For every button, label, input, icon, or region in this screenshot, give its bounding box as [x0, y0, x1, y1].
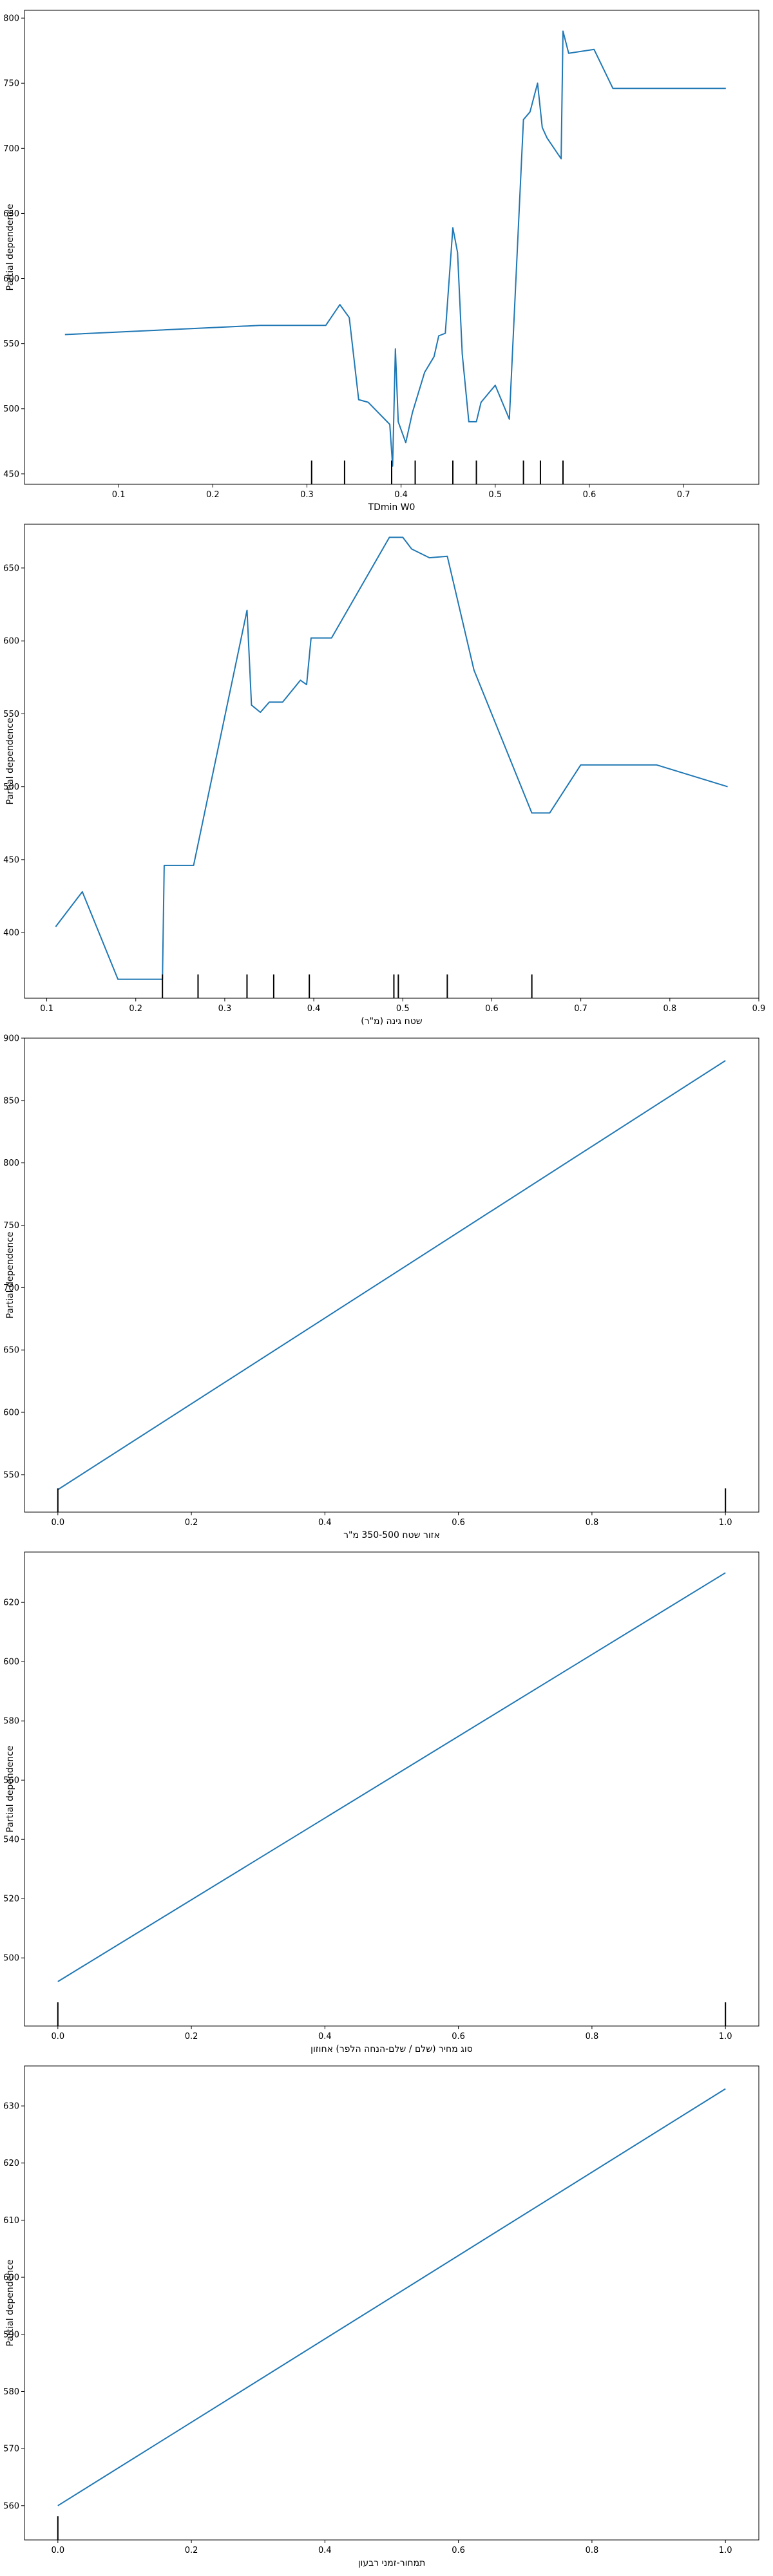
x-axis-label: אזור שטח 350-500 מ"ר: [343, 1530, 440, 1540]
y-tick-label: 580: [3, 1717, 19, 1727]
x-tick-label: 0.4: [318, 2546, 332, 2555]
x-tick-label: 0.6: [485, 1004, 499, 1014]
x-tick-label: 0.2: [129, 1004, 142, 1014]
y-tick-label: 590: [3, 2330, 19, 2340]
y-tick-label: 600: [3, 1408, 19, 1418]
pd-line: [57, 2088, 726, 2506]
x-tick-label: 0.9: [752, 1004, 766, 1014]
x-tick-label: 0.2: [206, 490, 220, 500]
x-tick-label: 0.1: [40, 1004, 53, 1014]
x-tick-label: 0.8: [586, 1518, 599, 1528]
y-tick-label: 700: [3, 1283, 19, 1293]
x-tick-label: 0.4: [307, 1004, 321, 1014]
pd-line: [57, 1572, 726, 1982]
x-tick-label: 0.3: [218, 1004, 232, 1014]
x-axis-label: תמחור-זמני רבעון: [358, 2558, 426, 2568]
chart-panel-3: 0.0 0.2 0.4 0.6 0.8 1.0 550 600 650 700 750 800 850 9…: [3, 1034, 759, 1540]
x-tick-label: 0.6: [452, 1518, 465, 1528]
x-axis-label: סוג מחיר (שלם / שלם-הנחה הלפר) אחוזון: [310, 2044, 473, 2054]
x-tick-label: 1.0: [719, 1518, 732, 1528]
y-tick-label: 500: [3, 1954, 19, 1964]
y-tick-label: 630: [3, 2102, 19, 2112]
x-tick-label: 1.0: [719, 2546, 732, 2555]
plot-frame: [24, 1551, 759, 2027]
x-tick-label: 0.4: [394, 490, 408, 500]
pd-line: [64, 30, 726, 467]
y-tick-label: 600: [3, 637, 19, 647]
x-tick-label: 0.2: [185, 2032, 198, 2041]
y-tick-label: 580: [3, 2387, 19, 2397]
x-tick-label: 0.0: [51, 2032, 64, 2041]
y-tick-label: 650: [3, 1346, 19, 1356]
x-tick-label: 0.6: [452, 2032, 465, 2041]
chart-panel-4: 0.0 0.2 0.4 0.6 0.8 1.0 500 520 540 560 580 600 620 ס…: [3, 1551, 759, 2054]
y-tick-label: 570: [3, 2445, 19, 2454]
x-tick-label: 0.2: [185, 1518, 198, 1528]
x-tick-label: 0.6: [583, 490, 596, 500]
pd-line: [55, 536, 728, 980]
y-tick-label: 650: [3, 564, 19, 573]
plot-frame: [24, 1037, 759, 1513]
y-tick-label: 600: [3, 274, 19, 284]
x-tick-label: 0.8: [586, 2032, 599, 2041]
y-axis-label: Partial dependence: [5, 204, 15, 290]
x-tick-label: 0.8: [663, 1004, 676, 1014]
x-tick-label: 0.7: [677, 490, 691, 500]
pd-line: [57, 1060, 726, 1490]
y-tick-label: 560: [3, 2501, 19, 2511]
y-tick-label: 560: [3, 1776, 19, 1786]
y-tick-label: 550: [3, 1470, 19, 1480]
y-tick-label: 540: [3, 1835, 19, 1845]
y-tick-label: 400: [3, 929, 19, 938]
x-tick-label: 0.0: [51, 2546, 64, 2555]
y-tick-label: 620: [3, 1598, 19, 1608]
y-tick-label: 750: [3, 79, 19, 89]
y-axis-label: Partial dependence: [5, 1231, 15, 1318]
x-tick-label: 0.2: [185, 2546, 198, 2555]
y-tick-label: 550: [3, 339, 19, 349]
y-axis-label: Partial dependence: [5, 1745, 15, 1832]
y-tick-label: 610: [3, 2216, 19, 2226]
x-axis-label: TDmin W0: [368, 502, 415, 513]
y-axis-label: Partial dependence: [5, 2259, 15, 2346]
y-tick-label: 850: [3, 1096, 19, 1106]
y-tick-label: 450: [3, 469, 19, 479]
y-tick-label: 600: [3, 2273, 19, 2283]
y-tick-label: 700: [3, 144, 19, 154]
x-tick-label: 0.3: [300, 490, 314, 500]
plot-frame: [24, 2065, 759, 2541]
x-tick-label: 1.0: [719, 2032, 732, 2041]
x-tick-label: 0.0: [51, 1518, 64, 1528]
x-tick-label: 0.4: [318, 2032, 332, 2041]
y-tick-label: 800: [3, 14, 19, 24]
x-tick-label: 0.5: [396, 1004, 410, 1014]
y-tick-label: 800: [3, 1159, 19, 1168]
x-tick-label: 0.4: [318, 1518, 332, 1528]
y-tick-label: 520: [3, 1895, 19, 1904]
plot-frame: [24, 524, 759, 999]
y-tick-label: 500: [3, 782, 19, 792]
x-tick-label: 0.5: [488, 490, 502, 500]
y-tick-label: 750: [3, 1221, 19, 1231]
y-tick-label: 500: [3, 404, 19, 414]
y-tick-label: 620: [3, 2159, 19, 2168]
x-tick-label: 0.7: [574, 1004, 587, 1014]
x-tick-label: 0.1: [112, 490, 126, 500]
x-tick-label: 0.6: [452, 2546, 465, 2555]
x-axis-label: שטח גינה (מ"ר): [361, 1016, 423, 1027]
y-tick-label: 550: [3, 710, 19, 719]
y-tick-label: 900: [3, 1034, 19, 1044]
y-tick-label: 600: [3, 1658, 19, 1667]
chart-panel-2: 0.1 0.2 0.3 0.4 0.5 0.6 0.7 0.8 0.9 400 450 500 550 6…: [3, 524, 765, 1027]
y-tick-label: 650: [3, 209, 19, 219]
y-axis-label: Partial dependence: [5, 717, 15, 804]
plot-frame: [24, 10, 759, 485]
y-tick-label: 450: [3, 855, 19, 865]
chart-panel-5: 0.0 0.2 0.4 0.6 0.8 1.0 560 570 580 590 600 610 620 6…: [3, 2065, 759, 2568]
x-tick-label: 0.8: [586, 2546, 599, 2555]
chart-panel-1: 0.1 0.2 0.3 0.4 0.5 0.6 0.7 450 500 550 600 650 700 7…: [3, 10, 759, 513]
